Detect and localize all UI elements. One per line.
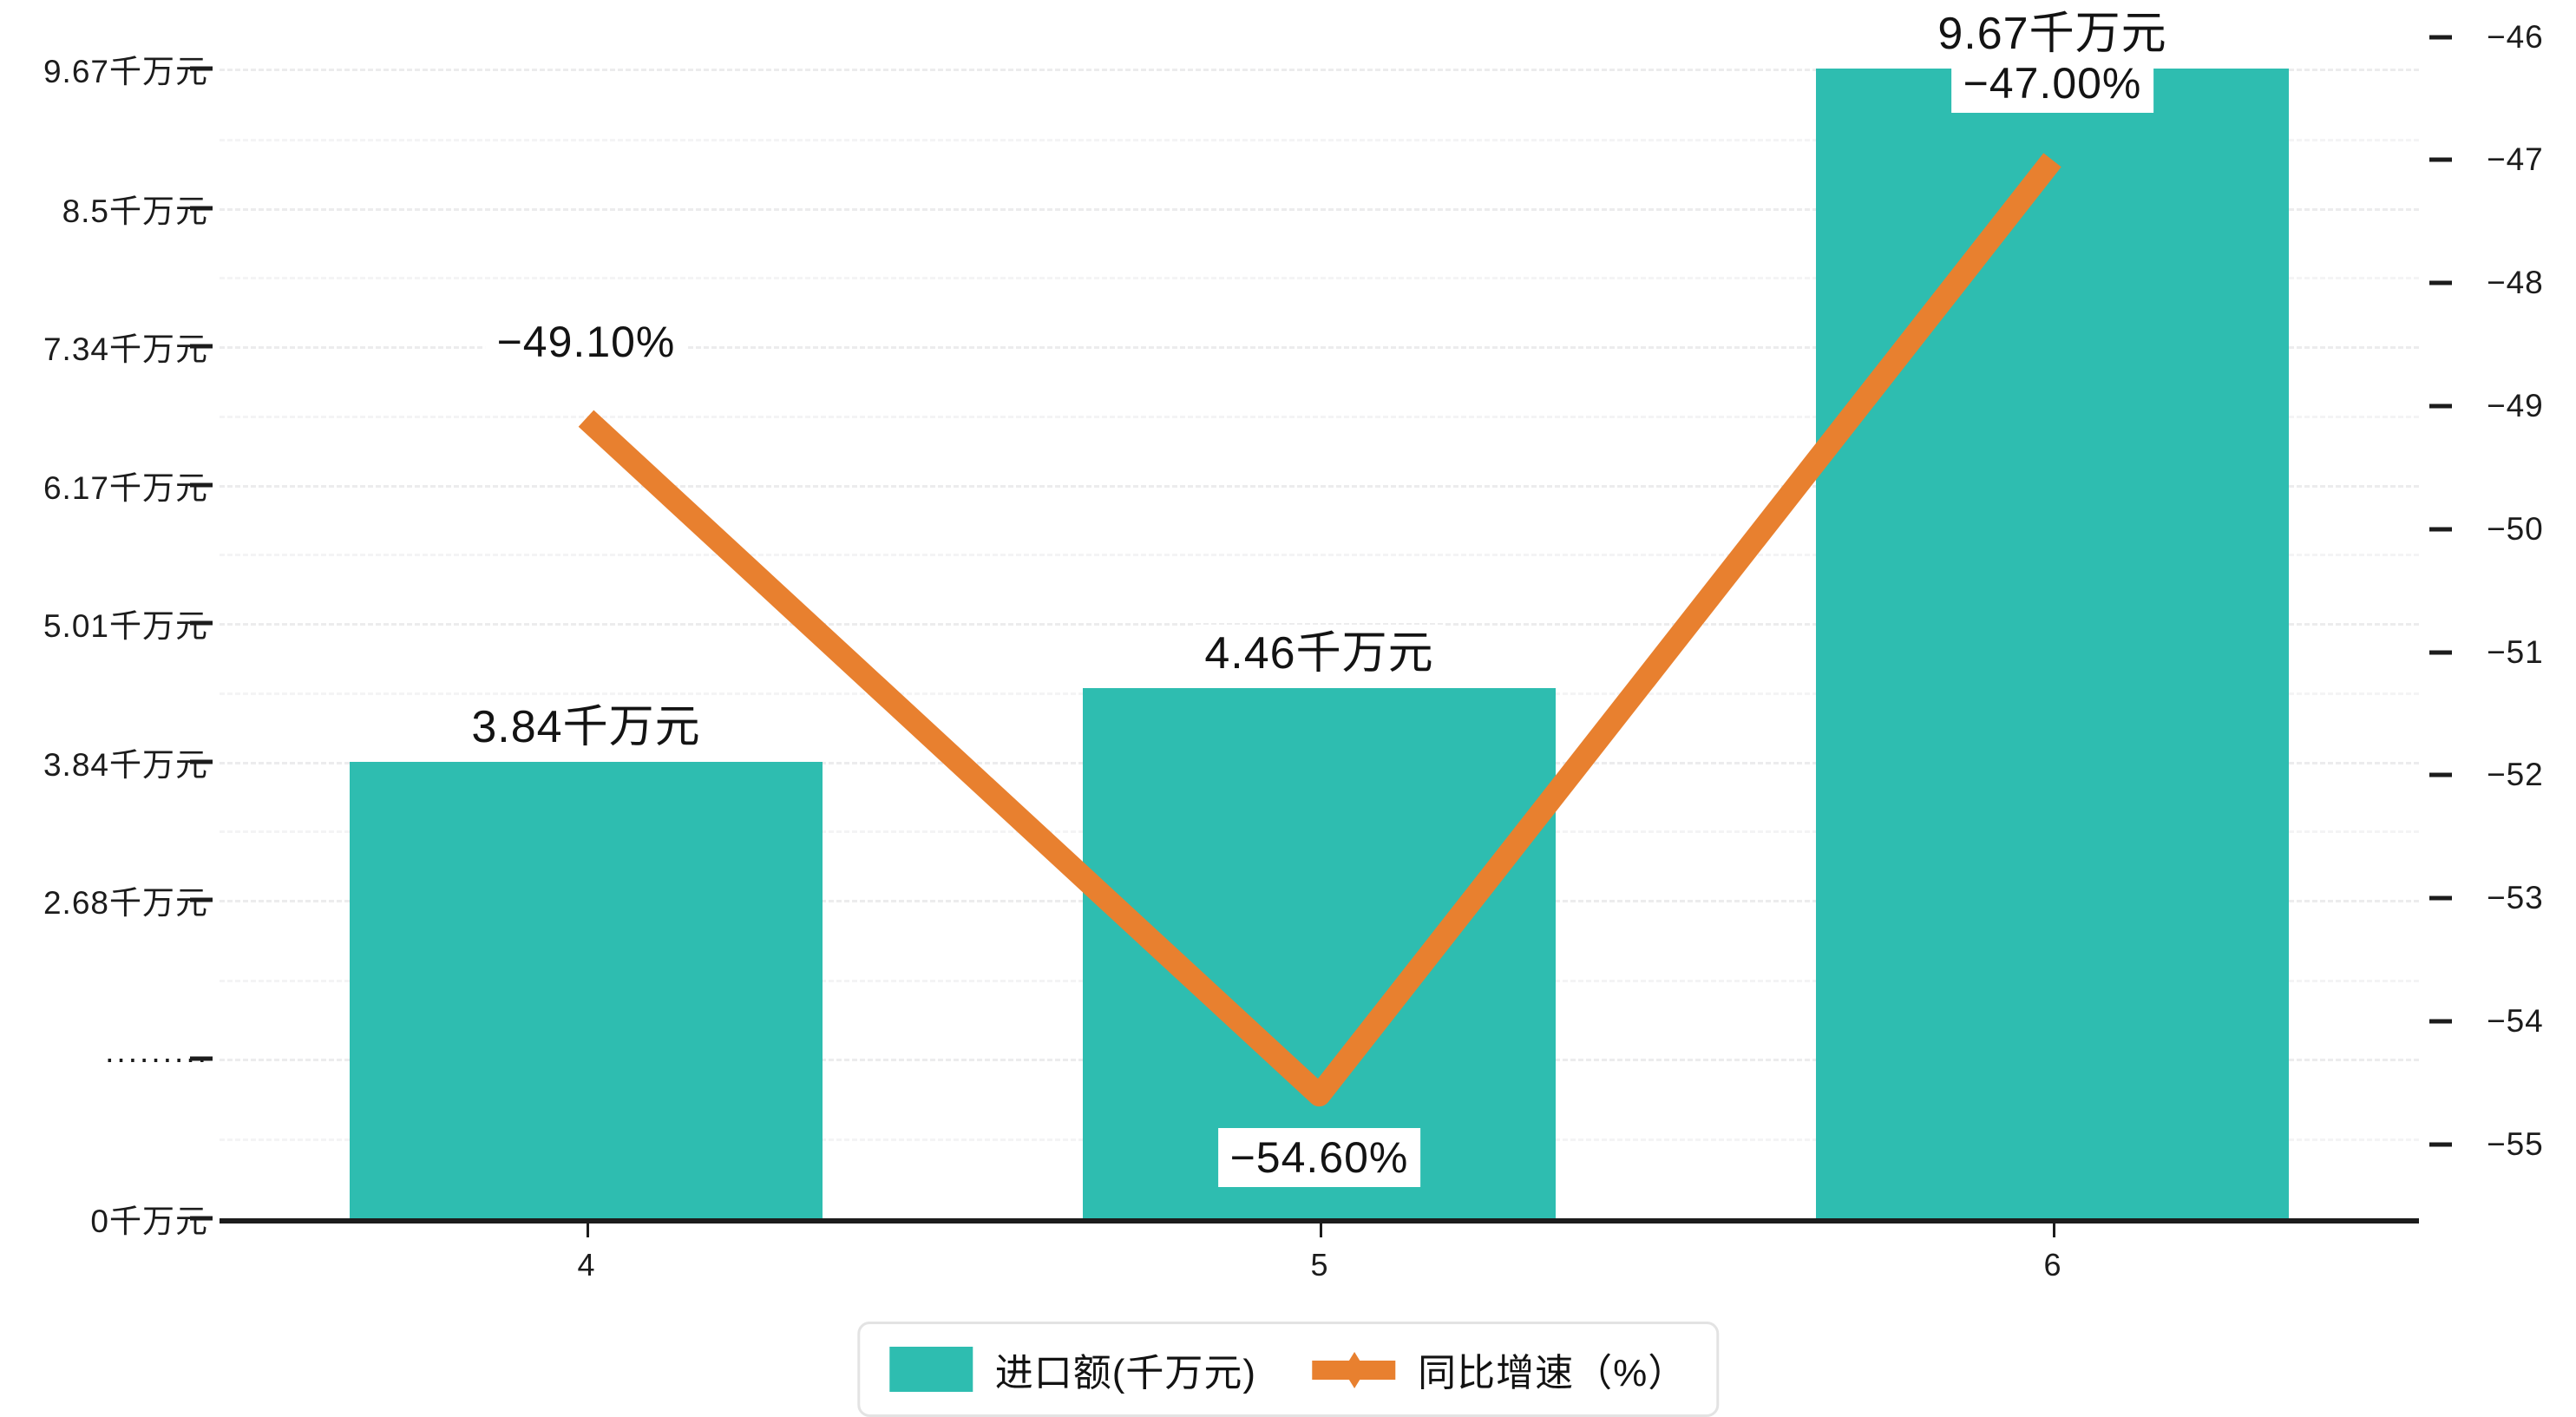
legend-label-line: 同比增速（%） xyxy=(1418,1352,1688,1394)
y-axis-left-tick xyxy=(190,759,213,764)
y-axis-right-label: −49 xyxy=(2487,388,2544,423)
x-axis-tick xyxy=(2052,1218,2055,1237)
y-axis-right-label: −53 xyxy=(2487,880,2544,916)
y-axis-right-label: −50 xyxy=(2487,510,2544,547)
y-axis-left-label: 3.84千万元 xyxy=(43,747,208,783)
bar[interactable] xyxy=(349,762,823,1218)
x-axis-label: 6 xyxy=(2043,1247,2061,1283)
y-axis-left-tick xyxy=(190,482,213,488)
y-axis-right-tick xyxy=(2429,1142,2452,1147)
y-axis-left-label: 7.34千万元 xyxy=(43,331,208,367)
y-axis-right-tick xyxy=(2429,35,2452,40)
y-axis-left-tick xyxy=(190,1216,213,1221)
y-axis-left-label: 8.5千万元 xyxy=(62,193,208,229)
y-axis-left-tick xyxy=(190,620,213,626)
y-axis-right-tick xyxy=(2429,650,2452,655)
legend-label-bar: 进口额(千万元) xyxy=(994,1352,1257,1394)
y-axis-right-tick xyxy=(2429,280,2452,285)
y-axis-right-label: −47 xyxy=(2487,141,2544,178)
bar[interactable] xyxy=(1815,69,2289,1218)
plot-area xyxy=(220,0,2419,1218)
y-axis-left-label: 0千万元 xyxy=(90,1204,208,1239)
y-axis-right-label: −55 xyxy=(2487,1125,2544,1162)
y-axis-right-tick xyxy=(2429,403,2452,409)
chart-legend[interactable]: 进口额(千万元) 同比增速（%） xyxy=(856,1322,1720,1417)
legend-item-line[interactable]: 同比增速（%） xyxy=(1312,1342,1687,1397)
y-axis-right-label: −54 xyxy=(2487,1003,2544,1040)
y-axis-right-label: −46 xyxy=(2487,18,2544,55)
y-axis-right-tick xyxy=(2429,1019,2452,1024)
y-axis-left-label: 9.67千万元 xyxy=(43,54,208,90)
bar-swatch-icon xyxy=(888,1347,973,1392)
line-value-label: −49.10% xyxy=(484,312,688,372)
x-axis-label: 4 xyxy=(577,1247,595,1283)
y-axis-left-tick xyxy=(190,897,213,902)
y-axis-right-tick xyxy=(2429,157,2452,162)
y-axis-right-label: −52 xyxy=(2487,757,2544,793)
bar-value-label: 9.67千万元 xyxy=(1927,5,2178,63)
line-value-label: −54.60% xyxy=(1217,1128,1421,1188)
x-axis-label: 5 xyxy=(1310,1247,1328,1283)
gridline-minor xyxy=(220,138,2419,141)
y-axis-right-tick xyxy=(2429,527,2452,532)
gridline xyxy=(220,69,2419,72)
bar-value-label: 4.46千万元 xyxy=(1194,624,1445,683)
y-axis-right-label: −48 xyxy=(2487,265,2544,301)
legend-item-bar[interactable]: 进口额(千万元) xyxy=(888,1342,1257,1397)
y-axis-left-label: ········· xyxy=(104,1040,208,1077)
y-axis-left-tick xyxy=(190,1056,213,1061)
y-axis-right-tick xyxy=(2429,772,2452,777)
line-swatch-icon xyxy=(1312,1347,1396,1392)
y-axis-left-tick xyxy=(190,66,213,71)
x-axis-tick xyxy=(586,1218,589,1237)
y-axis-left-label: 5.01千万元 xyxy=(43,607,208,644)
y-axis-left-tick xyxy=(190,206,213,211)
y-axis-right-label: −51 xyxy=(2487,633,2544,670)
y-axis-right-tick xyxy=(2429,895,2452,901)
y-axis-left-tick xyxy=(190,344,213,349)
x-axis-tick xyxy=(1319,1218,1322,1237)
line-value-label: −47.00% xyxy=(1950,54,2154,114)
bar-value-label: 3.84千万元 xyxy=(461,698,711,757)
y-axis-left-label: 2.68千万元 xyxy=(43,884,208,921)
x-axis-line xyxy=(220,1218,2419,1223)
y-axis-left-label: 6.17千万元 xyxy=(43,469,208,506)
